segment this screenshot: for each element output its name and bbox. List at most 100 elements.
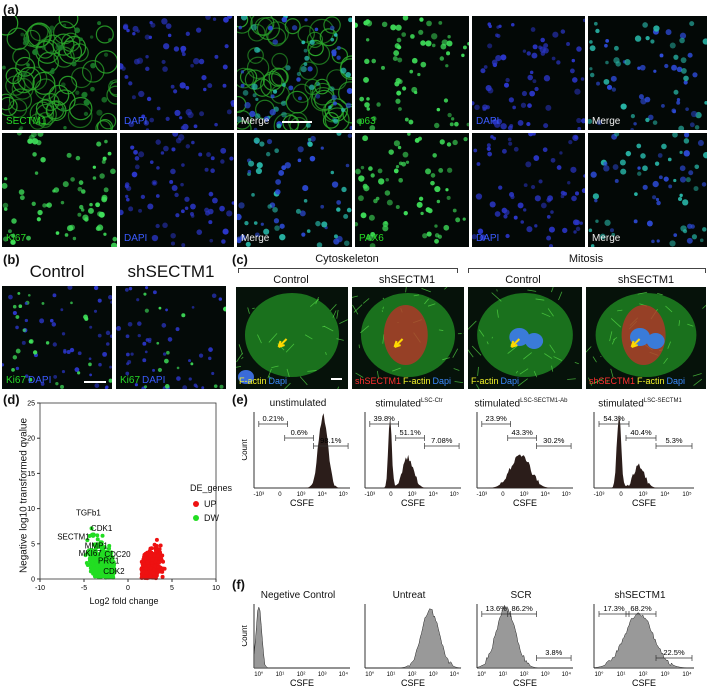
panel-a-image-row2-0: Ki67	[2, 133, 117, 247]
hist-xtick-label: -10³	[253, 492, 264, 498]
hist-xlabel: CSFE	[290, 678, 314, 688]
volcano-annotation: CDK2	[103, 567, 125, 576]
legend-dot-up	[193, 501, 199, 507]
panel-a-label-row1-2: Merge	[241, 116, 269, 127]
hist-xtick-label: 10¹	[617, 672, 626, 678]
hist-xtick-label: 10°	[477, 672, 487, 678]
hist-xtick-label: 10⁴	[429, 491, 439, 498]
panel-a-image-row2-4: DAPI	[472, 133, 585, 247]
panel-label-a: (a)	[3, 2, 19, 17]
volcano-xtick-label: -10	[35, 585, 45, 591]
hist-gate-label: 5.3%	[665, 436, 682, 445]
hist-fill	[254, 607, 350, 668]
scale-bar	[84, 381, 106, 383]
hist-fill	[594, 613, 694, 668]
panel-f-plot-title-0: Negetive Control	[242, 590, 354, 601]
hist-gate-label: 54.3%	[603, 414, 625, 423]
volcano-point-up	[157, 561, 161, 565]
hist-gate-label: 39.8%	[374, 414, 396, 423]
panel-e-plot-title-3: stimulatedLSC-SECTM1	[582, 398, 698, 409]
panel-b-title-shsectm1: shSECTM1	[114, 262, 228, 282]
volcano-point-dw	[95, 567, 99, 571]
panel-c-bracket-cytoskeleton	[238, 268, 458, 273]
panel-c-sub-shsectm1-2: shSECTM1	[586, 274, 706, 286]
panel-a-image-row1-1: DAPI	[120, 16, 234, 130]
hist-gate-label: 7.08%	[431, 436, 453, 445]
volcano-ytick-label: 0	[31, 577, 35, 584]
panel-c-bracket-mitosis	[468, 268, 706, 273]
hist-gate-label: 43.3%	[511, 428, 533, 437]
hist-xtick-label: 10⁴	[339, 671, 349, 678]
volcano-point-up	[152, 554, 156, 558]
volcano-point-up	[155, 538, 159, 542]
panel-a-image-row1-3: p63	[355, 16, 469, 130]
hist-gate-label: 30.2%	[543, 436, 565, 445]
hist-xtick-label: 0	[389, 492, 393, 498]
volcano-annotation: PRC1	[98, 557, 120, 566]
hist-xlabel: CSFE	[401, 678, 425, 688]
hist-fill	[477, 455, 573, 488]
volcano-xtick-label: 10	[212, 585, 220, 591]
panel-c-sub-control-1: Control	[236, 274, 346, 286]
panel-c-group-mitosis: Mitosis	[466, 253, 706, 265]
hist-xtick-label: 10³	[429, 672, 438, 678]
hist-ylabel: Count	[242, 625, 249, 647]
panel-f-plot-title-2: SCR	[465, 590, 577, 601]
hist-xlabel: CSFE	[513, 498, 537, 508]
scale-bar	[331, 378, 342, 380]
panel-a-label-row2-1: DAPI	[124, 233, 147, 244]
hist-xtick-label: 10°	[594, 672, 604, 678]
hist-xtick-label: 0	[278, 492, 282, 498]
volcano-point-dw	[91, 566, 95, 570]
hist-xlabel: CSFE	[632, 678, 656, 688]
panel-f-plot-title-1: Untreat	[353, 590, 465, 601]
volcano-xtick-label: 0	[126, 585, 130, 591]
panel-a-label-row1-4: DAPI	[476, 116, 499, 127]
hist-gate-label: 40.4%	[630, 428, 652, 437]
volcano-point-up	[161, 575, 165, 579]
hist-gate-label: 0.6%	[291, 428, 308, 437]
hist-xtick-label: 10¹	[387, 672, 396, 678]
volcano-point-up	[144, 566, 148, 570]
hist-xtick-label: 10⁴	[541, 491, 551, 498]
hist-xlabel: CSFE	[290, 498, 314, 508]
hist-xlabel: CSFE	[513, 678, 537, 688]
panel-a-image-row2-2: Merge	[237, 133, 352, 247]
volcano-point-up	[148, 554, 152, 558]
hist-gate-label: 86.2%	[511, 604, 533, 613]
legend-dot-dw	[193, 515, 199, 521]
volcano-point-up	[163, 567, 167, 571]
panel-a-label-row1-0: SECTM1	[6, 116, 47, 127]
panel-e-plot-title-2: stimulatedLSC-SECTM1-Ab	[465, 398, 577, 409]
volcano-xtick-label: -5	[81, 585, 87, 591]
hist-xtick-label: 10⁵	[682, 491, 692, 498]
hist-gate-label: 3.8%	[545, 648, 562, 657]
volcano-point-up	[152, 572, 156, 576]
hist-xtick-label: 10⁴	[660, 491, 670, 498]
volcano-point-dw	[86, 563, 90, 567]
panel-a-label-row2-5: Merge	[592, 233, 620, 244]
volcano-point-up	[154, 545, 158, 549]
hist-xtick-label: 10⁴	[562, 671, 572, 678]
panel-a-image-row1-0: SECTM1	[2, 16, 117, 130]
volcano-point-up	[158, 570, 162, 574]
panel-a-label-row1-5: Merge	[592, 116, 620, 127]
hist-gate-label: 0.21%	[263, 414, 285, 423]
volcano-point-up	[154, 549, 158, 553]
panel-a-label-row2-3: PAX6	[359, 233, 384, 244]
panel-a-image-row1-5: Merge	[588, 16, 707, 130]
hist-xtick-label: 10³	[661, 672, 670, 678]
volcano-annotation: SECTM1	[57, 533, 90, 542]
hist-xlabel: CSFE	[632, 498, 656, 508]
